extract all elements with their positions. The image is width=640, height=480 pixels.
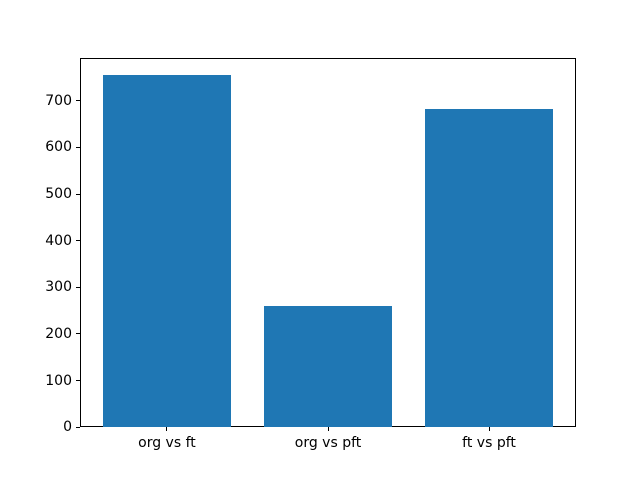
y-tick-label: 300: [45, 279, 72, 296]
y-tick-label: 500: [45, 186, 72, 203]
y-tick-label: 600: [45, 139, 72, 156]
y-tick-label: 0: [63, 419, 72, 436]
y-tick-label: 400: [45, 232, 72, 249]
y-tick-mark: [76, 380, 80, 382]
y-tick-mark: [76, 146, 80, 148]
x-tick-label: org vs ft: [138, 435, 196, 452]
bar-ft-vs-pft: [424, 109, 554, 428]
y-tick-mark: [76, 426, 80, 428]
y-tick-label: 200: [45, 325, 72, 342]
y-tick-mark: [76, 193, 80, 195]
y-tick-mark: [76, 333, 80, 335]
x-tick-mark: [166, 427, 168, 432]
bar-org-vs-ft: [102, 75, 232, 428]
x-tick-mark: [488, 427, 490, 432]
x-tick-label: org vs pft: [294, 435, 362, 452]
y-tick-mark: [76, 100, 80, 102]
y-tick-label: 700: [45, 92, 72, 109]
x-tick-mark: [327, 427, 329, 432]
y-tick-mark: [76, 286, 80, 288]
bar-org-vs-pft: [263, 305, 393, 428]
y-tick-mark: [76, 240, 80, 242]
y-tick-label: 100: [45, 372, 72, 389]
x-tick-label: ft vs pft: [462, 435, 516, 452]
